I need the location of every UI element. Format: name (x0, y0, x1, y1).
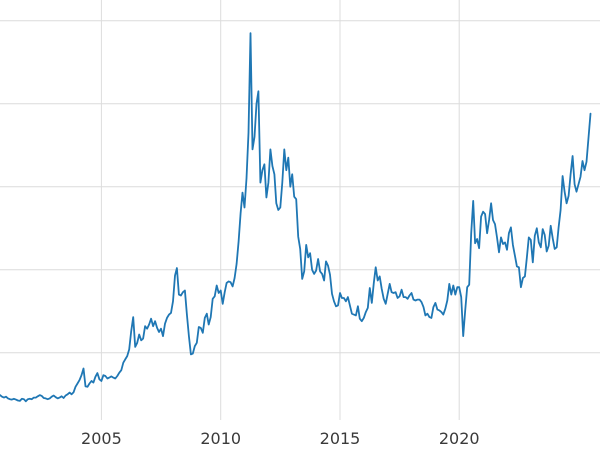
x-tick-label: 2010 (200, 429, 241, 448)
x-tick-label: 2005 (81, 429, 122, 448)
x-tick-label: 2020 (439, 429, 480, 448)
x-tick-label: 2015 (320, 429, 361, 448)
price-line (0, 32, 592, 403)
